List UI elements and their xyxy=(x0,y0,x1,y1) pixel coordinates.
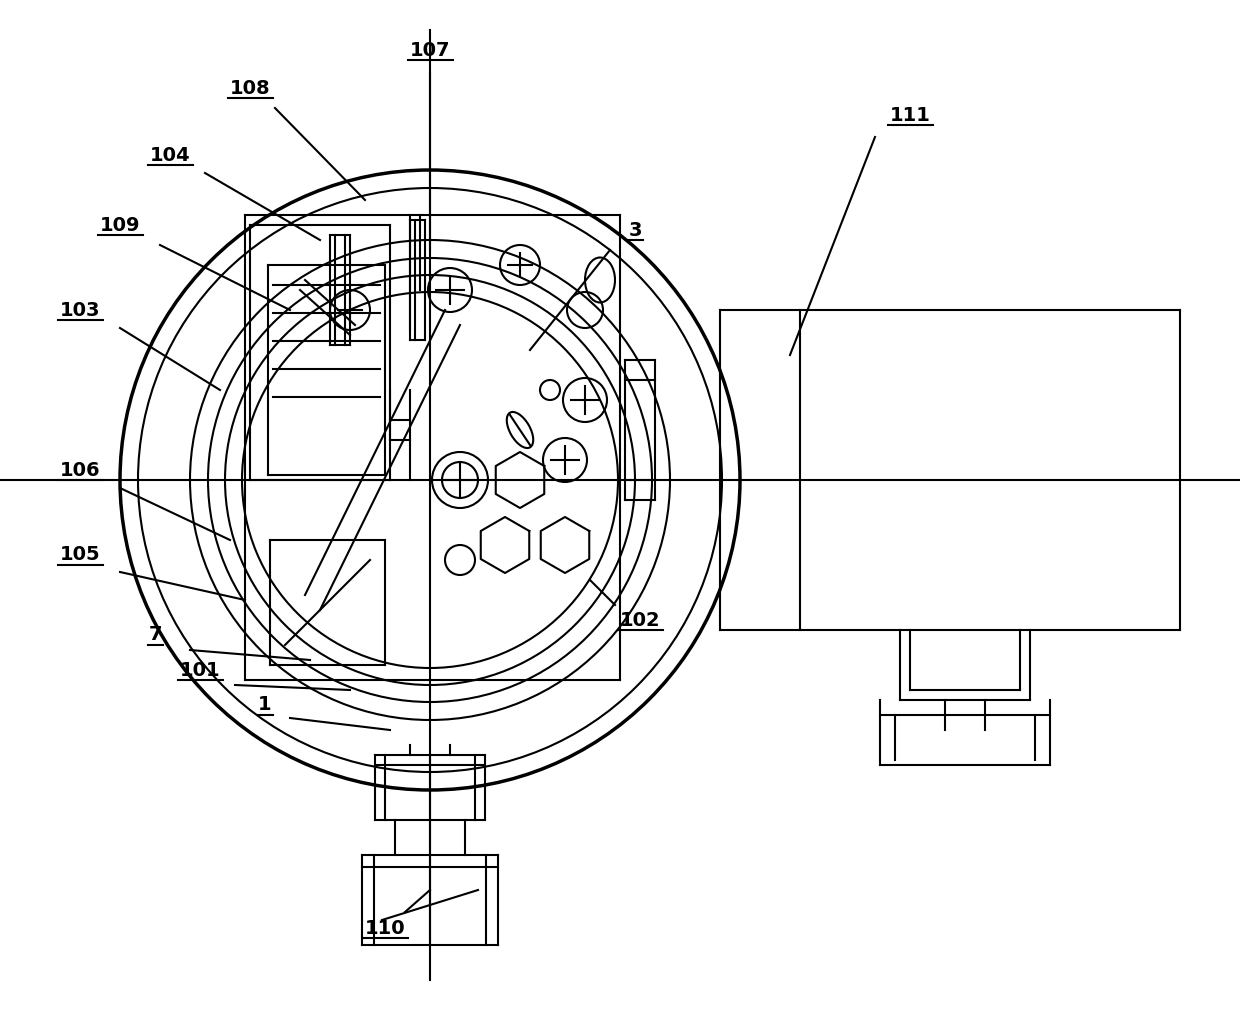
Text: 3: 3 xyxy=(629,220,642,239)
Text: 109: 109 xyxy=(99,216,140,234)
Text: 103: 103 xyxy=(60,300,100,319)
Text: 105: 105 xyxy=(60,546,100,565)
Text: 108: 108 xyxy=(229,78,270,97)
Text: 107: 107 xyxy=(409,41,450,60)
Text: 104: 104 xyxy=(150,145,190,164)
Text: 111: 111 xyxy=(889,105,930,125)
Text: 102: 102 xyxy=(620,610,661,630)
Text: 106: 106 xyxy=(60,460,100,480)
Text: 1: 1 xyxy=(258,696,272,715)
Text: 7: 7 xyxy=(149,626,161,645)
Text: 101: 101 xyxy=(180,660,221,679)
Text: 110: 110 xyxy=(365,919,405,938)
